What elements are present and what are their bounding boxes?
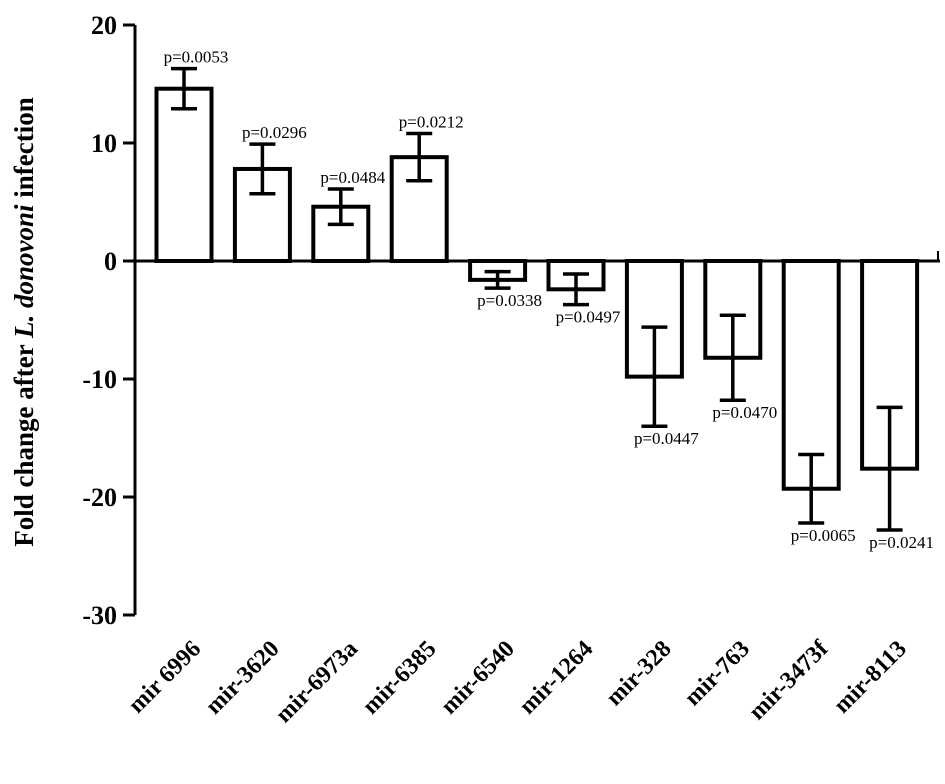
p-value-label: p=0.0484	[320, 168, 385, 187]
category-label: mir-6540	[436, 636, 520, 720]
y-axis: 20 10 0 -10 -20 -30	[82, 11, 137, 630]
category-label: mir-6973a	[271, 636, 363, 728]
y-tick-label: -10	[82, 365, 117, 394]
y-tick-label: 20	[91, 11, 117, 40]
p-value-label: p=0.0212	[399, 113, 464, 132]
bars	[154, 86, 920, 491]
y-tick-label: 10	[91, 129, 117, 158]
bar	[154, 86, 214, 263]
p-value-label: p=0.0447	[634, 429, 699, 448]
category-label: mir 6996	[124, 636, 207, 719]
p-value-labels: p=0.0053 p=0.0296 p=0.0484 p=0.0212 p=0.0338…	[164, 48, 934, 552]
category-label: mir-1264	[515, 636, 599, 720]
y-axis-label: Fold change after L. donovoni infection	[9, 97, 39, 547]
p-value-label: p=0.0241	[869, 533, 934, 552]
category-label: mir-6385	[358, 636, 442, 720]
category-label: mir-328	[601, 636, 676, 711]
p-value-label: p=0.0497	[556, 308, 621, 327]
p-value-label: p=0.0296	[242, 123, 307, 142]
category-label: mir-3620	[201, 636, 285, 720]
y-tick-label: 0	[104, 247, 117, 276]
category-labels: mir 6996mir-3620mir-6973amir-6385mir-654…	[124, 635, 912, 728]
category-label: mir-8113	[829, 636, 912, 719]
bar	[781, 259, 841, 491]
p-value-label: p=0.0470	[712, 403, 777, 422]
zero-baseline	[135, 251, 940, 263]
p-value-label: p=0.0338	[477, 291, 542, 310]
y-tick-label: -30	[82, 601, 117, 630]
y-tick-label: -20	[82, 483, 117, 512]
category-label: mir-763	[680, 636, 755, 711]
category-label: mir-3473f	[744, 635, 834, 725]
p-value-label: p=0.0065	[791, 526, 856, 545]
error-bars	[171, 66, 903, 532]
p-value-label: p=0.0053	[164, 48, 229, 67]
